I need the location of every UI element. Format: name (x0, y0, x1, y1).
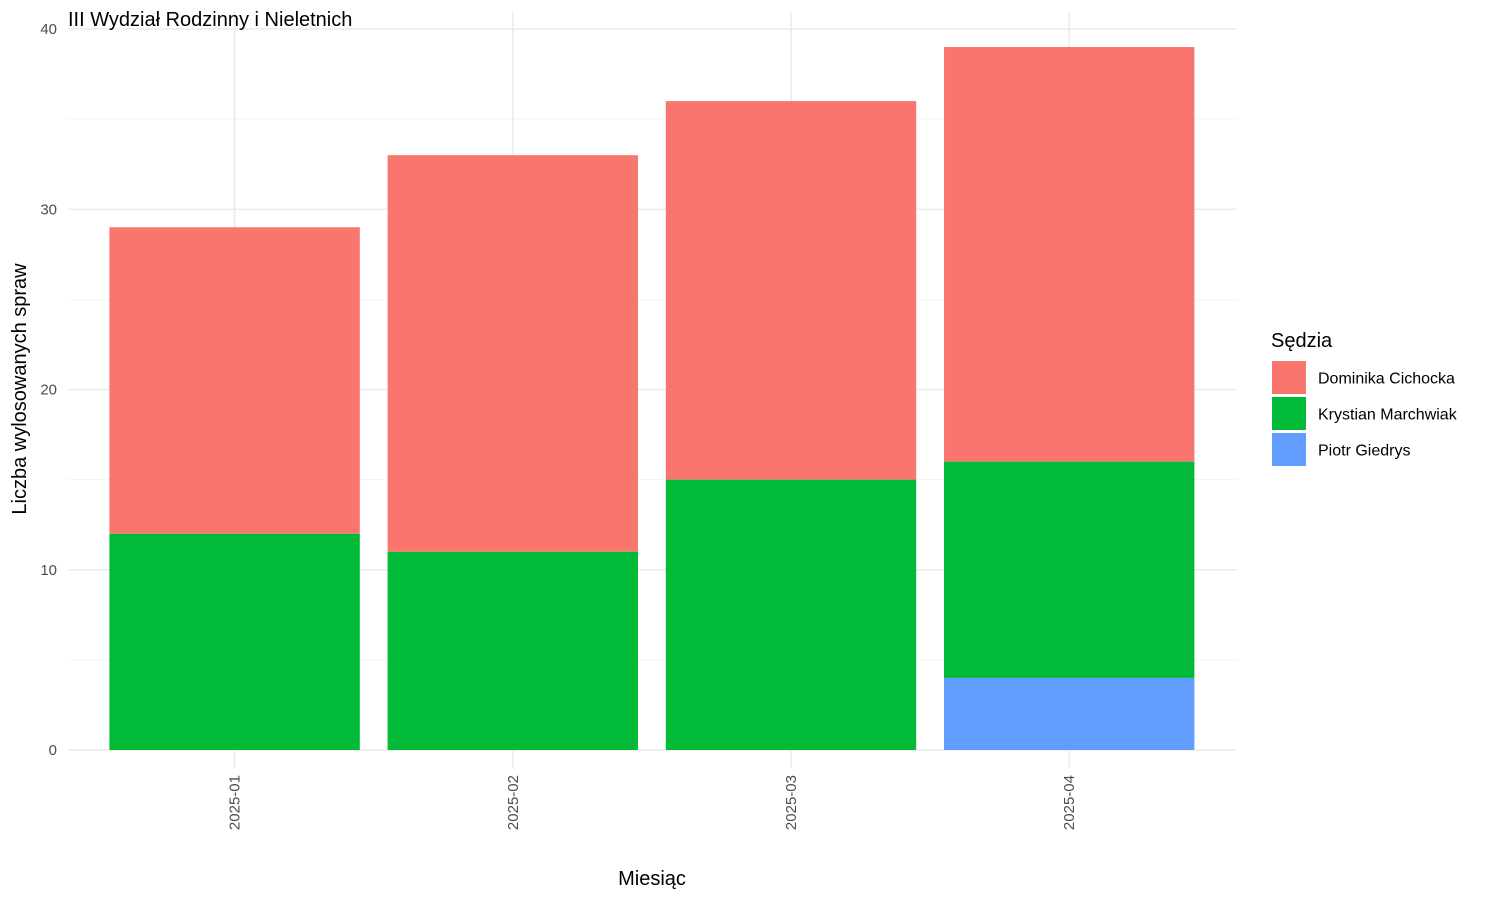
y-axis-ticks: 0 10 20 30 40 (40, 21, 57, 759)
bar-segment (944, 677, 1195, 750)
x-tick-label: 2025-04 (1061, 775, 1078, 830)
y-tick-label: 30 (40, 201, 57, 218)
bar-segment (944, 461, 1195, 678)
chart-title: III Wydział Rodzinny i Nieletnich (68, 9, 352, 31)
bar-segment (665, 479, 917, 750)
legend-label: Dominika Cichocka (1318, 371, 1455, 388)
legend-key (1272, 361, 1306, 394)
x-tick-label: 2025-02 (505, 775, 522, 830)
y-tick-label: 40 (40, 21, 57, 38)
legend: Sędzia Dominika Cichocka Krystian Marchwi… (1271, 330, 1458, 466)
legend-label: Krystian Marchwiak (1318, 407, 1458, 424)
x-axis-ticks: 2025-01 2025-02 2025-03 2025-04 (227, 775, 1079, 830)
bar-segment (387, 551, 638, 750)
bar-segment (109, 533, 360, 750)
y-tick-label: 0 (49, 742, 57, 759)
bar-segment (944, 47, 1195, 462)
legend-key (1272, 433, 1306, 466)
y-axis-title: Liczba wylosowanych spraw (9, 263, 31, 515)
x-tick-label: 2025-01 (227, 775, 244, 830)
y-tick-label: 10 (40, 562, 57, 579)
bar-segment (109, 227, 360, 534)
bar-segment (665, 101, 917, 480)
legend-label: Piotr Giedrys (1318, 443, 1410, 460)
x-axis-title: Miesiąc (618, 868, 686, 890)
bar-segment (387, 155, 638, 552)
x-tick-label: 2025-03 (783, 775, 800, 830)
legend-title: Sędzia (1271, 330, 1333, 352)
bars (109, 47, 1195, 750)
y-tick-label: 20 (40, 382, 57, 399)
legend-key (1272, 397, 1306, 430)
